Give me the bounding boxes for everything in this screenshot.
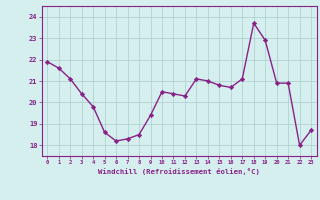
X-axis label: Windchill (Refroidissement éolien,°C): Windchill (Refroidissement éolien,°C)	[98, 168, 260, 175]
